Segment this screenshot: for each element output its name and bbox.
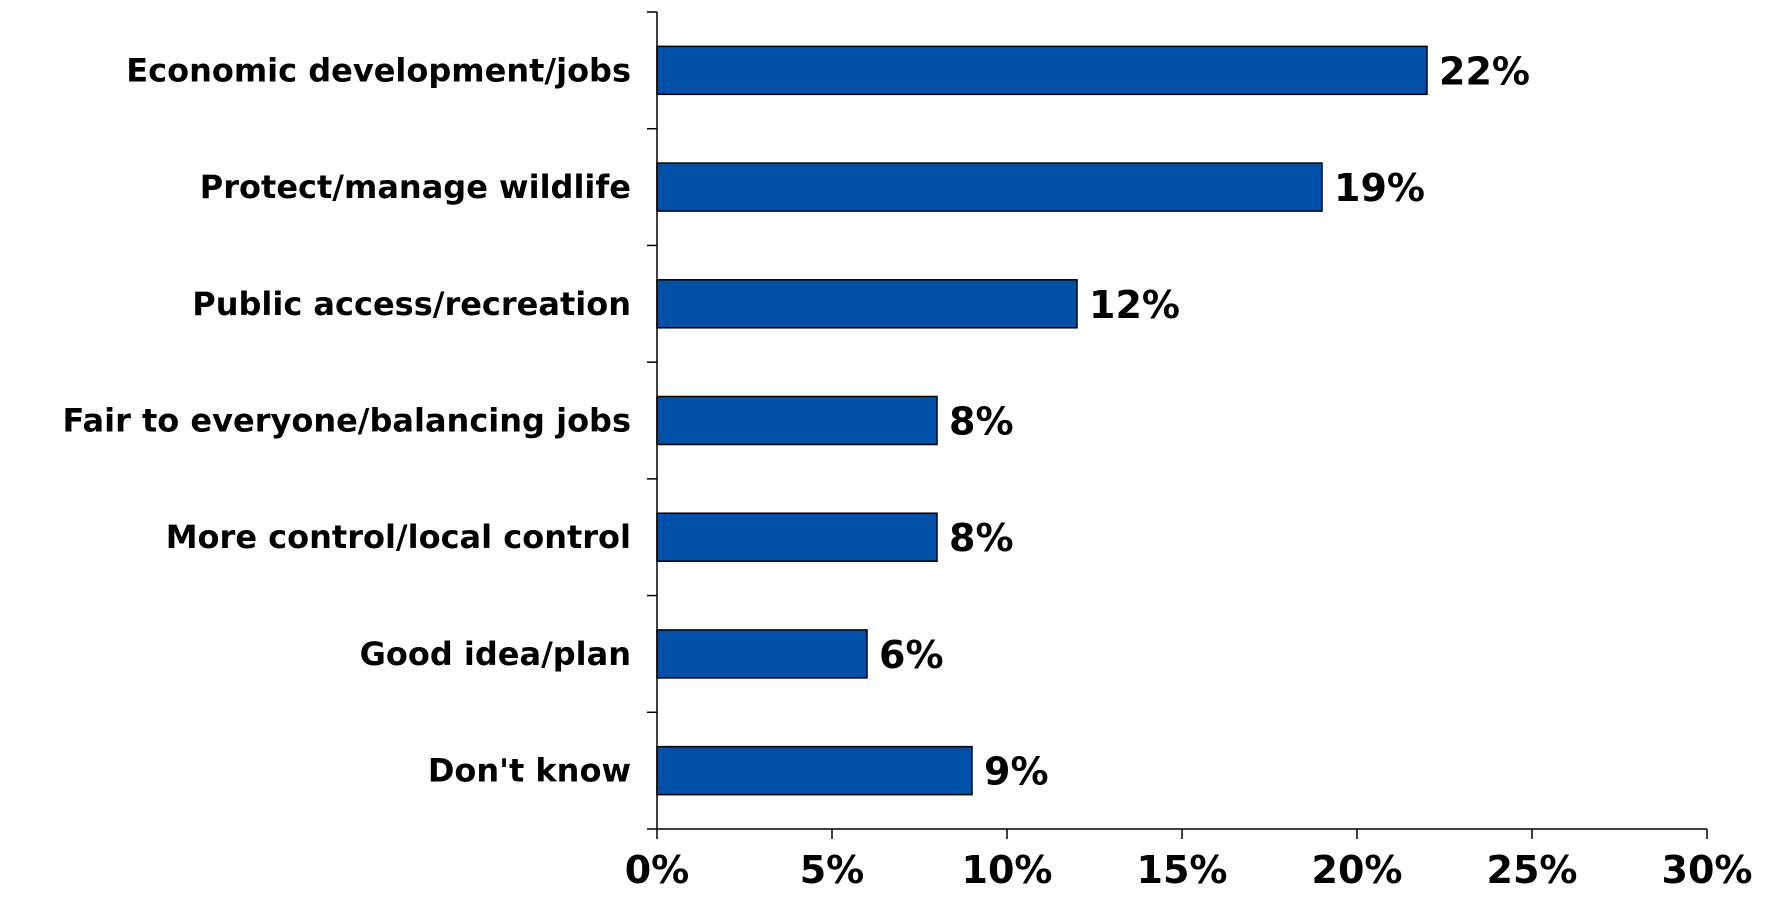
value-label-protect-manage-wildlife: 19% (1334, 166, 1425, 210)
value-label-good-idea-plan: 6% (879, 633, 944, 677)
x-tick-label-10pct: 10% (962, 848, 1053, 892)
bar-public-access-recreation (656, 279, 1078, 329)
category-label-more-control-local-control: More control/local control (166, 518, 631, 556)
x-tick-label-30pct: 30% (1662, 848, 1753, 892)
value-label-public-access-recreation: 12% (1089, 283, 1180, 327)
labels-layer: Economic development/jobs 22% Protect/mana… (63, 49, 1753, 892)
bar-don-t-know (656, 745, 973, 796)
x-tick-label-0pct: 0% (625, 848, 690, 892)
category-label-good-idea-plan: Good idea/plan (360, 635, 631, 673)
x-tick-label-5pct: 5% (800, 848, 865, 892)
x-tick-label-15pct: 15% (1137, 848, 1228, 892)
value-label-economic-development-jobs: 22% (1439, 49, 1530, 93)
category-label-protect-manage-wildlife: Protect/manage wildlife (200, 168, 631, 206)
bar-good-idea-plan (656, 629, 868, 679)
bar-fair-to-everyone-balancing-jobs (656, 395, 938, 446)
x-tick-label-25pct: 25% (1487, 848, 1578, 892)
bars-layer (656, 45, 1428, 796)
category-label-economic-development-jobs: Economic development/jobs (126, 51, 631, 89)
x-tick-label-20pct: 20% (1312, 848, 1403, 892)
bar-more-control-local-control (656, 512, 938, 562)
bar-economic-development-jobs (656, 45, 1428, 96)
category-label-public-access-recreation: Public access/recreation (192, 285, 631, 323)
value-label-don-t-know: 9% (984, 750, 1049, 794)
axes-layer (647, 11, 1708, 839)
category-label-fair-to-everyone-balancing-jobs: Fair to everyone/balancing jobs (63, 402, 631, 440)
bar-protect-manage-wildlife (656, 162, 1323, 212)
category-label-don-t-know: Don't know (428, 752, 631, 790)
value-label-more-control-local-control: 8% (949, 516, 1014, 560)
value-label-fair-to-everyone-balancing-jobs: 8% (949, 400, 1014, 444)
